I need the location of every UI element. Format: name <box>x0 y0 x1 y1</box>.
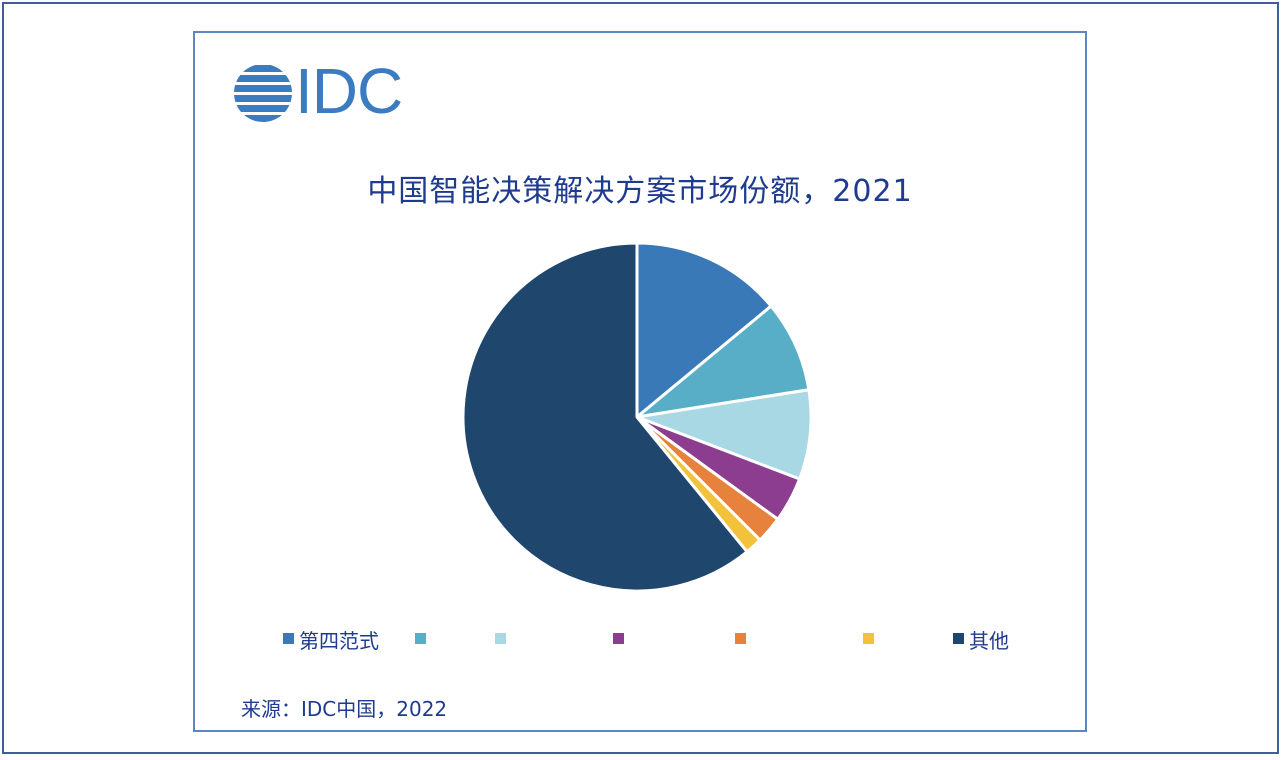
legend-swatch <box>613 633 624 644</box>
pie-slice-3 <box>635 388 813 481</box>
legend-swatch <box>863 633 874 644</box>
legend-swatch <box>415 633 426 644</box>
legend-swatch <box>283 633 294 644</box>
pie-slice-2 <box>635 304 811 419</box>
legend-swatch <box>735 633 746 644</box>
pie-chart <box>461 241 813 593</box>
legend-swatch <box>495 633 506 644</box>
source-note: 来源：IDC中国，2022 <box>241 697 448 721</box>
pie-slice-1 <box>635 241 773 419</box>
idc-globe-icon <box>234 65 292 122</box>
chart-legend: 第四范式 其他 <box>283 623 1043 653</box>
legend-label: 第四范式 <box>299 629 379 653</box>
idc-logo: IDC <box>233 59 403 125</box>
pie-slice-7 <box>461 241 749 593</box>
legend-swatch <box>953 633 964 644</box>
legend-label: 其他 <box>969 629 1009 653</box>
idc-logo-text: IDC <box>295 55 403 127</box>
chart-card: IDC 中国智能决策解决方案市场份额，2021 第四范式 其他 来源：IDC中国，… <box>193 31 1087 732</box>
chart-title: 中国智能决策解决方案市场份额，2021 <box>367 174 913 209</box>
